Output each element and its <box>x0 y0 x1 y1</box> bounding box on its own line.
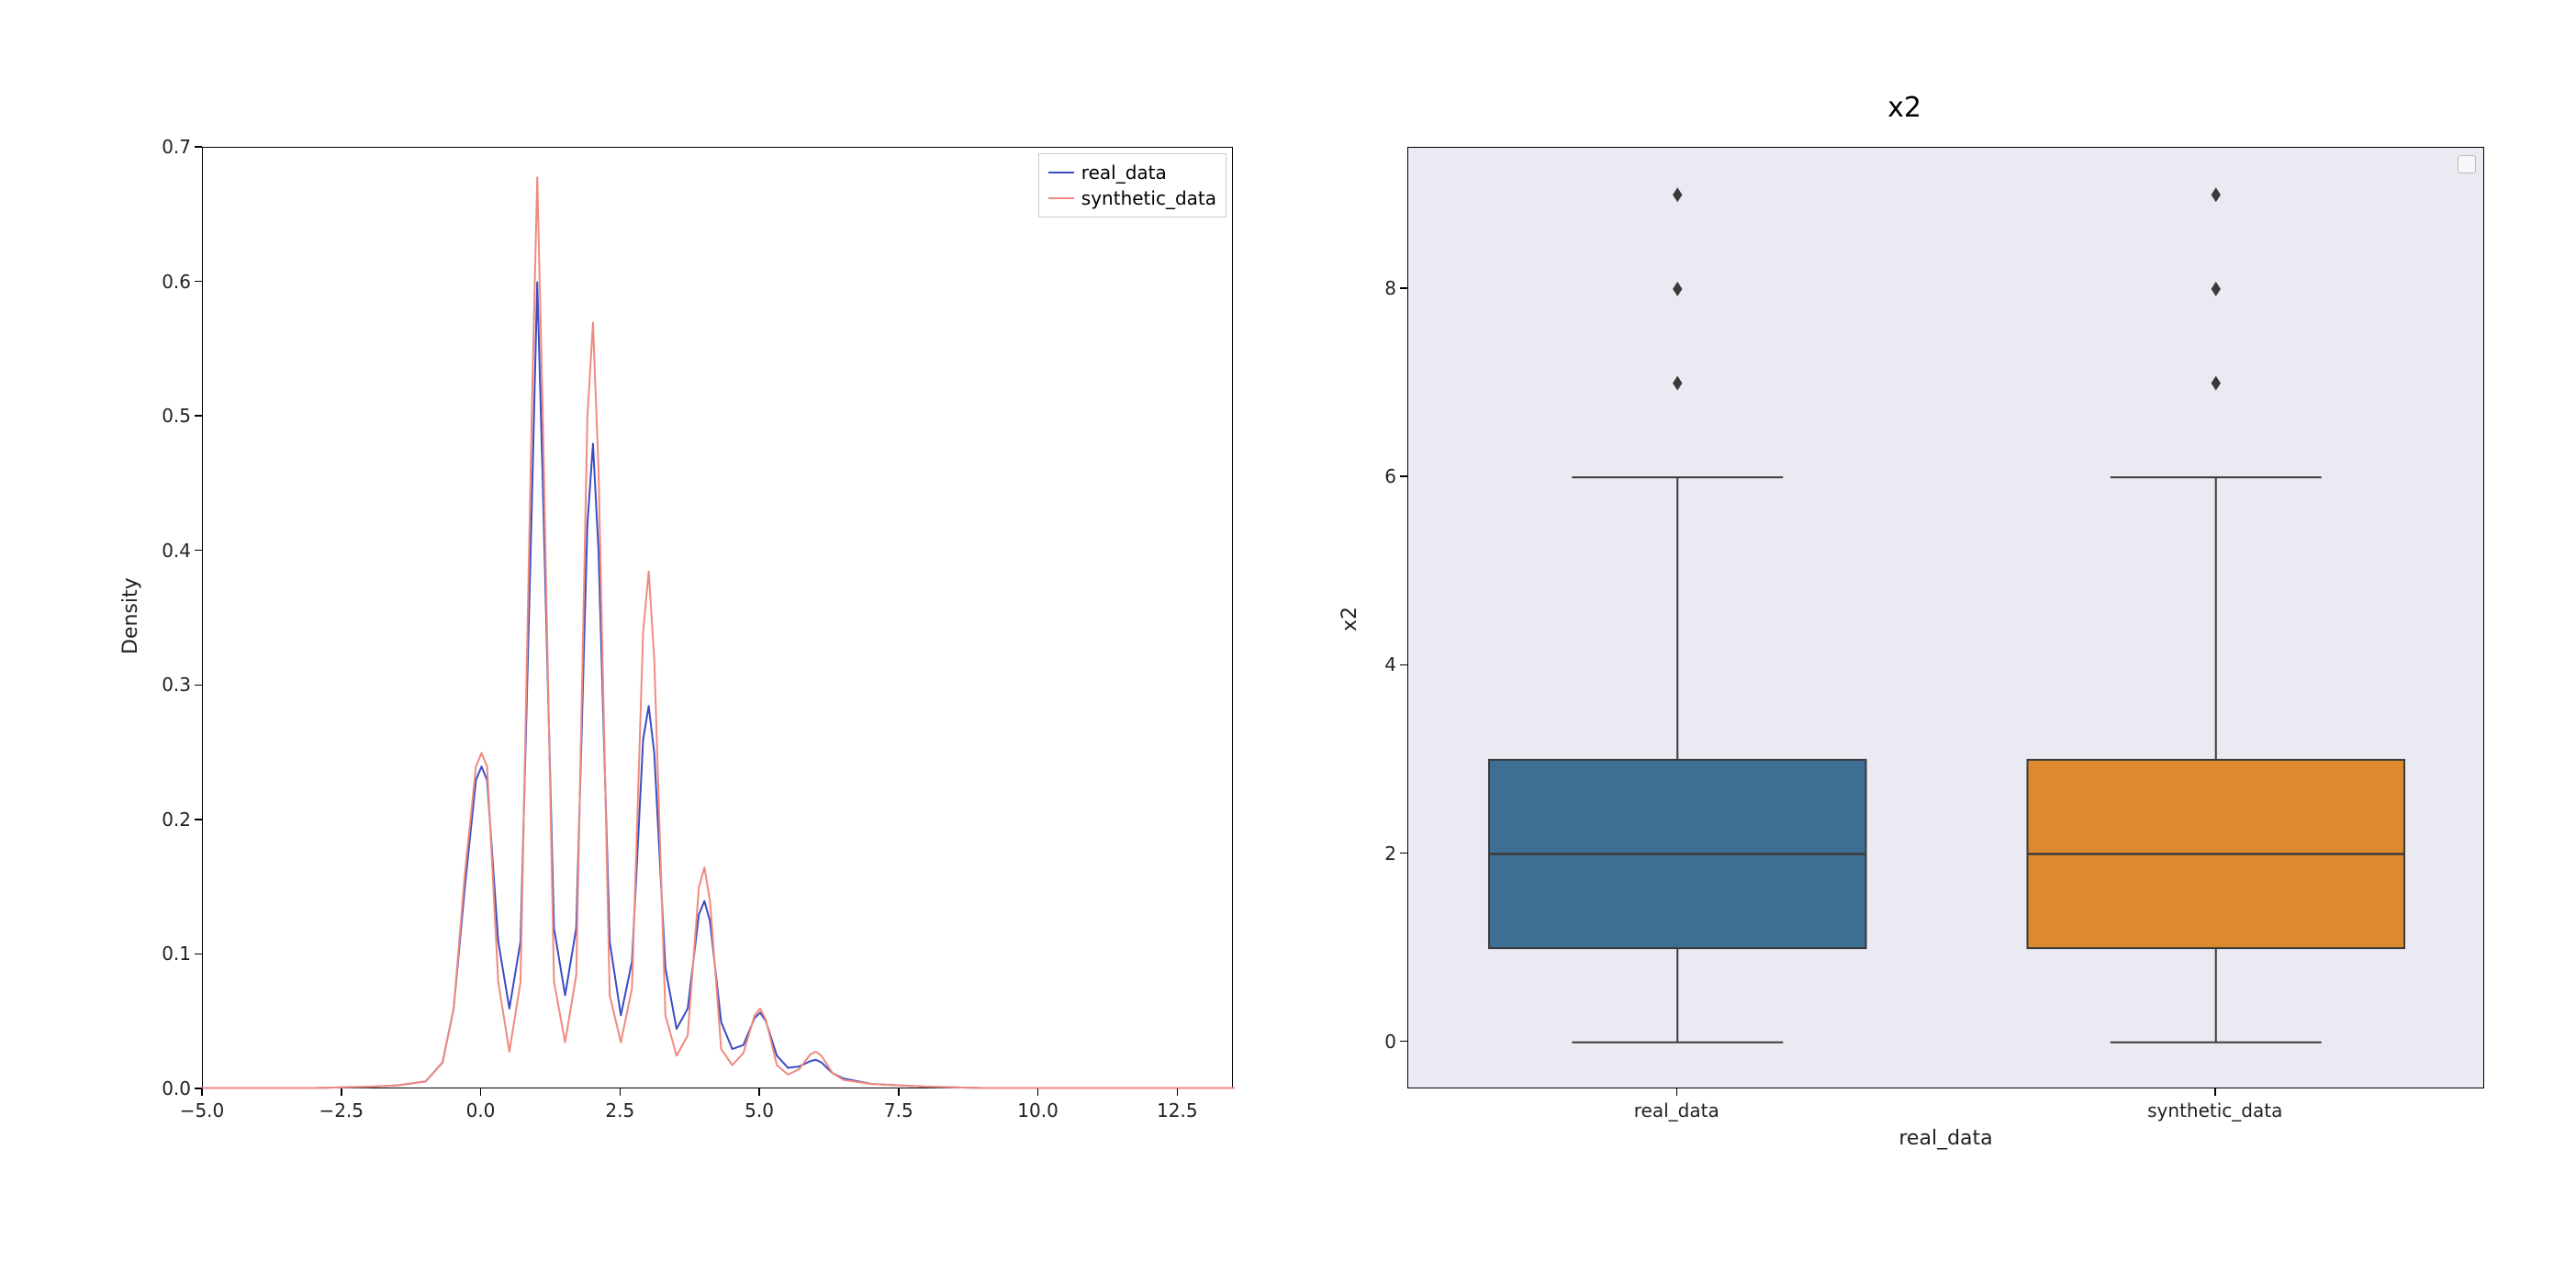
density-ytick-label: 0.2 <box>147 809 191 831</box>
boxplot-plot-area <box>1407 147 2484 1088</box>
boxplot-ytick-label: 6 <box>1361 465 1396 487</box>
density-xtick-label: 0.0 <box>444 1099 518 1121</box>
density-xtick <box>341 1088 342 1096</box>
boxplot-ytick <box>1400 1041 1407 1043</box>
boxplot-ylabel: x2 <box>1338 607 1361 631</box>
density-ytick-label: 0.7 <box>147 136 191 158</box>
legend-swatch <box>1048 197 1074 199</box>
density-plot-area: real_data synthetic_data <box>202 147 1233 1088</box>
density-ytick-label: 0.0 <box>147 1077 191 1099</box>
density-ytick <box>195 415 202 417</box>
boxplot-ytick <box>1400 287 1407 289</box>
density-ytick <box>195 146 202 148</box>
boxplot-ytick-label: 4 <box>1361 653 1396 675</box>
density-ytick <box>195 819 202 820</box>
density-ytick-label: 0.6 <box>147 271 191 293</box>
boxplot-ytick-label: 2 <box>1361 842 1396 865</box>
boxplot-ytick-label: 8 <box>1361 277 1396 299</box>
density-ytick <box>195 685 202 686</box>
density-ytick <box>195 1088 202 1089</box>
density-line-real_data <box>203 283 1234 1088</box>
legend-swatch <box>1048 172 1074 173</box>
density-xtick-label: −5.0 <box>165 1099 239 1121</box>
density-xtick-label: 7.5 <box>862 1099 935 1121</box>
density-xtick <box>201 1088 203 1096</box>
density-xtick-label: 5.0 <box>722 1099 796 1121</box>
density-panel: real_data synthetic_data Density −5.0 −2.5… <box>55 37 1288 1217</box>
boxplot-ytick <box>1400 475 1407 477</box>
legend-label: real_data <box>1081 162 1167 184</box>
boxplot-panel: x2 x2 real_data 0 2 4 6 8 real_data synthetic_… <box>1288 37 2521 1217</box>
density-ylabel: Density <box>119 577 142 654</box>
outlier-marker <box>1673 282 1682 296</box>
outlier-marker <box>1673 187 1682 202</box>
boxplot-ytick-label: 0 <box>1361 1031 1396 1053</box>
legend-item-synthetic_data: synthetic_data <box>1048 185 1216 211</box>
density-ytick-label: 0.3 <box>147 674 191 696</box>
density-svg <box>203 148 1234 1089</box>
figure-container: real_data synthetic_data Density −5.0 −2.5… <box>0 0 2576 1272</box>
density-xtick <box>758 1088 760 1096</box>
boxplot-ytick <box>1400 853 1407 854</box>
density-legend: real_data synthetic_data <box>1038 153 1226 218</box>
density-ytick-label: 0.4 <box>147 540 191 562</box>
boxplot-xtick-label: synthetic_data <box>2123 1099 2307 1121</box>
boxplot-xlabel: real_data <box>1407 1127 2484 1150</box>
density-xtick-label: 10.0 <box>1002 1099 1075 1121</box>
legend-label: synthetic_data <box>1081 187 1216 209</box>
density-ytick <box>195 281 202 283</box>
density-ytick-label: 0.1 <box>147 943 191 965</box>
outlier-marker <box>2212 282 2221 296</box>
density-xtick <box>1177 1088 1179 1096</box>
boxplot-title: x2 <box>1288 92 2521 124</box>
legend-item-real_data: real_data <box>1048 160 1216 185</box>
boxplot-legend-placeholder <box>2458 155 2476 173</box>
outlier-marker <box>2212 187 2221 202</box>
boxplot-xtick <box>2214 1088 2216 1096</box>
outlier-marker <box>1673 376 1682 391</box>
density-xtick <box>480 1088 482 1096</box>
boxplot-ytick <box>1400 664 1407 666</box>
boxplot-svg <box>1408 148 2485 1089</box>
density-xtick-label: 2.5 <box>583 1099 656 1121</box>
density-ytick <box>195 954 202 955</box>
density-ytick <box>195 550 202 552</box>
boxplot-xtick <box>1676 1088 1678 1096</box>
density-xtick-label: 12.5 <box>1140 1099 1214 1121</box>
outlier-marker <box>2212 376 2221 391</box>
density-ytick-label: 0.5 <box>147 405 191 427</box>
boxplot-xtick-label: real_data <box>1585 1099 1768 1121</box>
density-line-synthetic_data <box>203 177 1234 1088</box>
density-xtick <box>1037 1088 1039 1096</box>
density-xtick-label: −2.5 <box>305 1099 378 1121</box>
density-xtick <box>620 1088 622 1096</box>
density-xtick <box>898 1088 900 1096</box>
